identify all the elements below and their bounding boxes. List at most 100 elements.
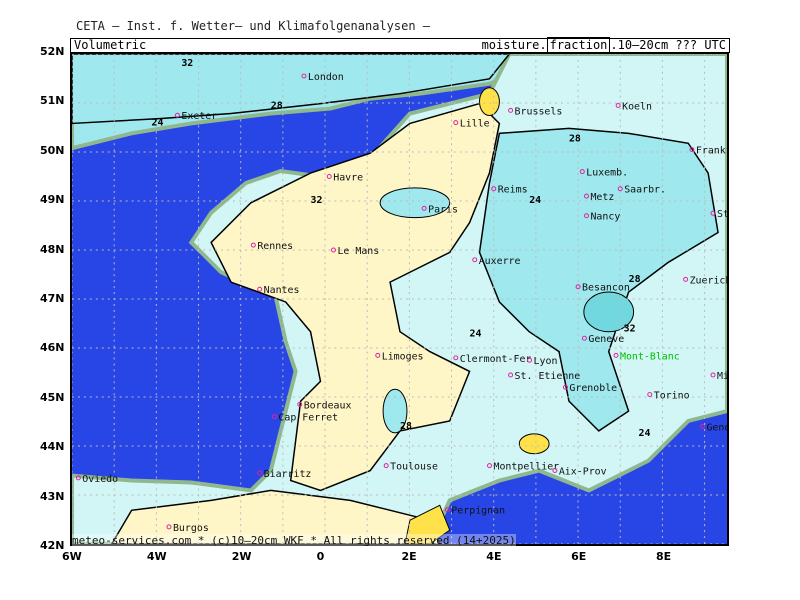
city-marker: Torino <box>647 391 690 402</box>
map-title: CETA – Inst. f. Wetter– und Klimafolgena… <box>76 19 431 33</box>
city-dot-icon <box>552 468 558 473</box>
contour-label: 28 <box>271 101 283 112</box>
city-marker: London <box>301 72 344 83</box>
wet-region-east <box>478 127 719 432</box>
contour-label: 32 <box>311 195 323 206</box>
wet-patch <box>583 291 635 333</box>
city-dot-icon <box>562 384 568 390</box>
city-dot-icon <box>579 169 585 175</box>
city-label: Genova <box>706 422 729 433</box>
city-label: Toulouse <box>390 462 438 473</box>
city-label: Luxemb. <box>586 168 628 179</box>
city-dot-icon <box>421 205 427 211</box>
city-dot-icon <box>166 524 172 530</box>
city-label: London <box>308 72 344 83</box>
city-label: Stuttgart <box>717 209 729 220</box>
lat-tick-label: 51N <box>40 94 65 108</box>
city-dot-icon <box>174 112 180 118</box>
variable-suffix: .10–20cm ??? UTC <box>610 38 726 52</box>
lat-tick-label: 49N <box>40 193 65 207</box>
city-label: Lyon <box>534 356 558 367</box>
city-marker: Havre <box>326 172 363 183</box>
city-marker: Rennes <box>250 241 293 252</box>
city-dot-icon <box>257 286 263 292</box>
city-label: Le Mans <box>337 246 379 257</box>
lat-tick-label: 43N <box>40 489 65 503</box>
lon-tick-label: 6W <box>62 550 82 563</box>
city-marker: Stuttgart <box>710 209 729 220</box>
city-marker: Clermont-Fer <box>453 354 532 365</box>
city-dot-icon <box>271 414 277 420</box>
city-dot-icon <box>575 284 581 290</box>
city-marker: Saarbr. <box>617 185 666 196</box>
city-label: Lille <box>460 119 490 130</box>
city-dot-icon <box>683 276 689 282</box>
city-label: Limoges <box>382 351 424 362</box>
city-marker: Metz <box>584 192 614 203</box>
city-marker: Grenoble <box>562 383 617 394</box>
city-marker: Geneve <box>581 334 624 345</box>
copyright-footer: meteo-services.com * (c)10–20cm WKF * Al… <box>72 534 516 547</box>
city-marker: Reims <box>491 185 528 196</box>
city-marker: Lyon <box>527 356 558 367</box>
contour-label: 28 <box>569 133 581 144</box>
city-label: Reims <box>498 185 528 196</box>
city-marker: Montpellier <box>487 462 559 473</box>
city-label: Havre <box>333 172 363 183</box>
city-marker: Oviedo <box>75 474 118 485</box>
city-marker: Paris <box>421 204 458 215</box>
wet-region-north <box>72 54 511 125</box>
city-dot-icon <box>617 186 623 192</box>
city-dot-icon <box>453 355 459 361</box>
city-marker: Milano <box>710 371 729 382</box>
lat-tick-label: 44N <box>40 440 65 454</box>
city-dot-icon <box>615 102 621 108</box>
city-marker: Cap Ferret <box>271 413 338 424</box>
city-marker: Lille <box>453 119 490 130</box>
lon-tick-label: 0 <box>316 550 325 563</box>
lat-tick-label: 48N <box>40 242 65 256</box>
city-marker: Frankfurt <box>689 146 727 157</box>
city-label: Clermont-Fer <box>460 354 532 365</box>
city-label: St. Etienne <box>515 371 581 382</box>
city-dot-icon <box>710 372 716 378</box>
city-marker: Biarritz <box>257 469 312 480</box>
city-label: Rennes <box>257 241 293 252</box>
city-marker: Toulouse <box>383 462 438 473</box>
lat-tick-label: 50N <box>40 143 65 157</box>
lat-tick-label: 52N <box>40 45 65 58</box>
city-marker: Nantes <box>257 285 300 296</box>
city-marker: Zuerich <box>683 275 729 286</box>
city-label: Nantes <box>264 285 300 296</box>
lat-tick-label: 42N <box>40 539 65 552</box>
city-label: Cap Ferret <box>278 413 338 424</box>
city-label: Zuerich <box>690 275 729 286</box>
contour-label: 24 <box>529 195 541 206</box>
city-dot-icon <box>584 213 589 219</box>
city-marker: Koeln <box>615 101 652 112</box>
city-label: Biarritz <box>264 469 312 480</box>
city-label: Milano <box>717 371 729 382</box>
graticule <box>72 54 727 544</box>
city-marker: Auxerre <box>472 256 521 267</box>
city-marker: Nancy <box>584 212 620 223</box>
header-bar: Volumetric moisture. fraction .10–20cm ???… <box>70 37 730 53</box>
city-label: Saarbr. <box>624 185 666 196</box>
city-dot-icon <box>444 507 450 513</box>
city-label: Geneve <box>588 334 624 345</box>
city-layer: Exeter London Lille Brussels Koeln Frankfurt L… <box>75 58 729 534</box>
city-dot-icon <box>689 147 695 153</box>
city-label: Torino <box>654 391 690 402</box>
wet-patch <box>382 388 408 434</box>
city-label: Besancon <box>582 283 630 294</box>
city-marker: Genova <box>699 422 729 433</box>
city-dot-icon <box>472 257 478 263</box>
city-dot-icon <box>508 372 514 378</box>
city-dot-icon <box>75 475 81 481</box>
lat-tick-label: 47N <box>40 292 65 305</box>
city-label: Nancy <box>590 212 620 223</box>
city-label: Montpellier <box>493 462 559 473</box>
city-label: Grenoble <box>569 383 617 394</box>
city-marker: Burgos <box>166 523 209 534</box>
unit-box: fraction <box>546 37 611 53</box>
